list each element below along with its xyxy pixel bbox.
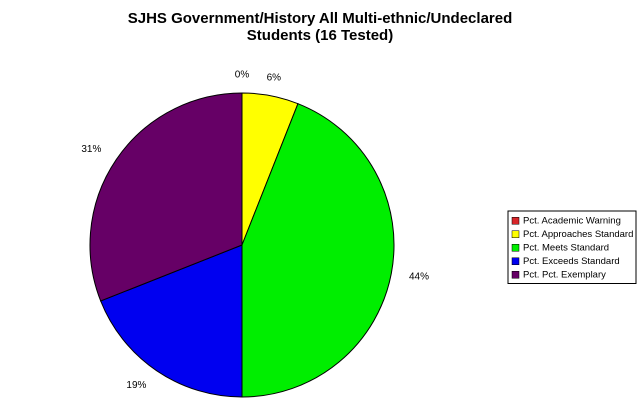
legend-label: Pct. Pct. Exemplary xyxy=(523,269,606,280)
data-label: 44% xyxy=(409,271,429,282)
legend-swatch xyxy=(511,217,520,225)
pie-slice xyxy=(89,92,243,302)
data-label: 31% xyxy=(81,144,101,155)
legend-label: Pct. Academic Warning xyxy=(523,215,621,226)
pie-slice xyxy=(100,244,243,398)
legend-swatch xyxy=(511,257,520,265)
data-label: 19% xyxy=(126,380,146,391)
legend-label: Pct. Approaches Standard xyxy=(523,229,633,240)
chart-title: SJHS Government/History All Multi-ethnic… xyxy=(128,10,513,27)
legend-label: Pct. Meets Standard xyxy=(523,242,609,253)
data-label: 6% xyxy=(267,73,282,84)
data-label: 0% xyxy=(235,70,250,81)
legend-box xyxy=(507,210,637,284)
legend-label: Pct. Exceeds Standard xyxy=(523,256,620,267)
legend-swatch xyxy=(511,271,520,279)
legend-swatch xyxy=(511,230,520,238)
pie-slice xyxy=(241,103,395,398)
chart-title: Students (16 Tested) xyxy=(247,27,393,44)
legend-swatch xyxy=(511,244,520,252)
